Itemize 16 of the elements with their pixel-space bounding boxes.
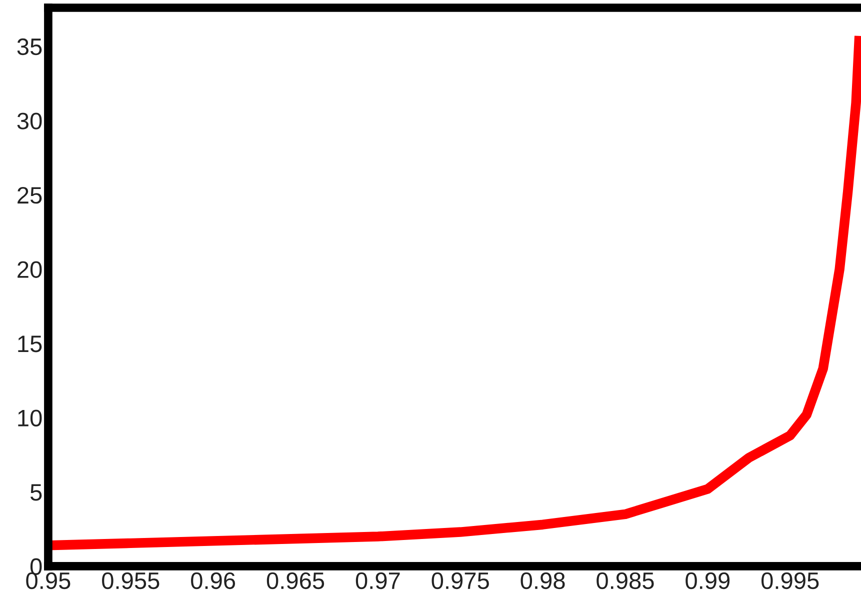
- x-tick-label: 0.99: [686, 572, 730, 590]
- y-tick-label: 20: [18, 261, 42, 278]
- x-tick-label: 0.965: [266, 572, 324, 590]
- y-tick-label: 10: [18, 410, 42, 426]
- x-tick-label: 0.985: [596, 572, 654, 590]
- y-tick-label: 35: [17, 38, 42, 56]
- x-tick-label: 0.995: [761, 572, 819, 590]
- x-tick-label: 0.96: [191, 572, 236, 590]
- x-tick-label: 0.955: [102, 572, 160, 590]
- y-tick-label: 5: [30, 484, 42, 501]
- x-tick-label: 0.97: [356, 572, 400, 590]
- y-tick-label: 15: [18, 336, 42, 352]
- x-tick-label: 0.98: [520, 572, 565, 590]
- y-tick-label: 30: [17, 112, 42, 130]
- y-tick-label: 25: [18, 186, 42, 204]
- x-tick-label: 0.975: [432, 572, 489, 590]
